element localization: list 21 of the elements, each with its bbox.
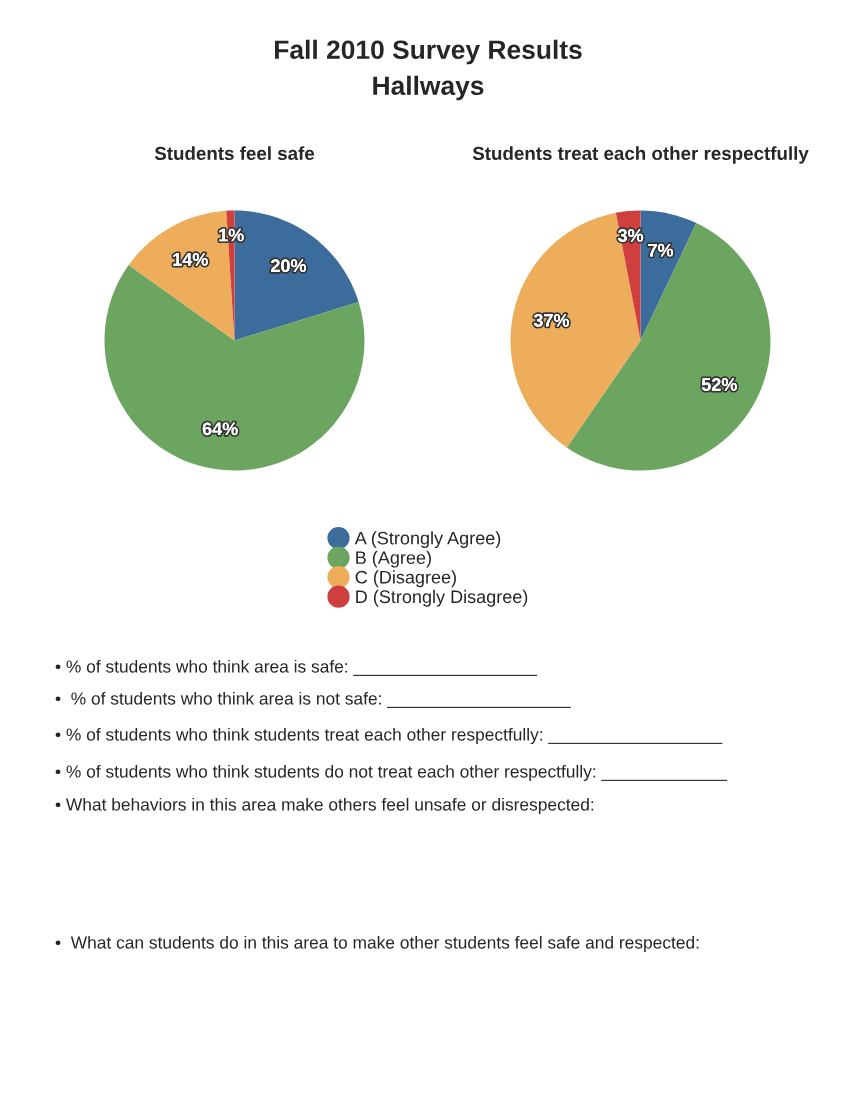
text: Fall 2010 Survey Results bbox=[275, 39, 582, 65]
data-label: 14% bbox=[173, 253, 208, 266]
data-label: 52% bbox=[701, 378, 737, 391]
text: • % of students who think students do not treat each other respectfully: _____________ bbox=[55, 764, 728, 782]
text: • What can students do in this area to make other students feel safe and respected: bbox=[55, 935, 699, 953]
text: • % of students who think students treat each other respectfully: __________________ bbox=[55, 727, 723, 745]
data-label: 7% bbox=[648, 243, 674, 257]
text: • What behaviors in this area make others feel unsafe or disrespected: bbox=[55, 797, 594, 815]
data-label: 64% bbox=[202, 422, 238, 436]
text: Hallways bbox=[373, 75, 484, 101]
text: • % of students who think area is safe: ___________________ bbox=[55, 659, 538, 676]
text: • % of students who think area is not safe: ___________________ bbox=[55, 691, 571, 708]
data-label: 37% bbox=[533, 313, 570, 327]
legend-label: A (Strongly Agree) bbox=[354, 531, 501, 549]
data-label: 20% bbox=[271, 259, 307, 273]
legend-label: B (Agree) bbox=[356, 550, 431, 568]
chart-title: Students feel safe bbox=[154, 146, 315, 161]
pie-slice bbox=[510, 212, 641, 448]
legend-label: D (Strongly Disagree) bbox=[356, 589, 528, 607]
legend-label: C (Disagree) bbox=[355, 570, 456, 588]
chart-title: Students treat each other respectfully bbox=[472, 146, 809, 164]
